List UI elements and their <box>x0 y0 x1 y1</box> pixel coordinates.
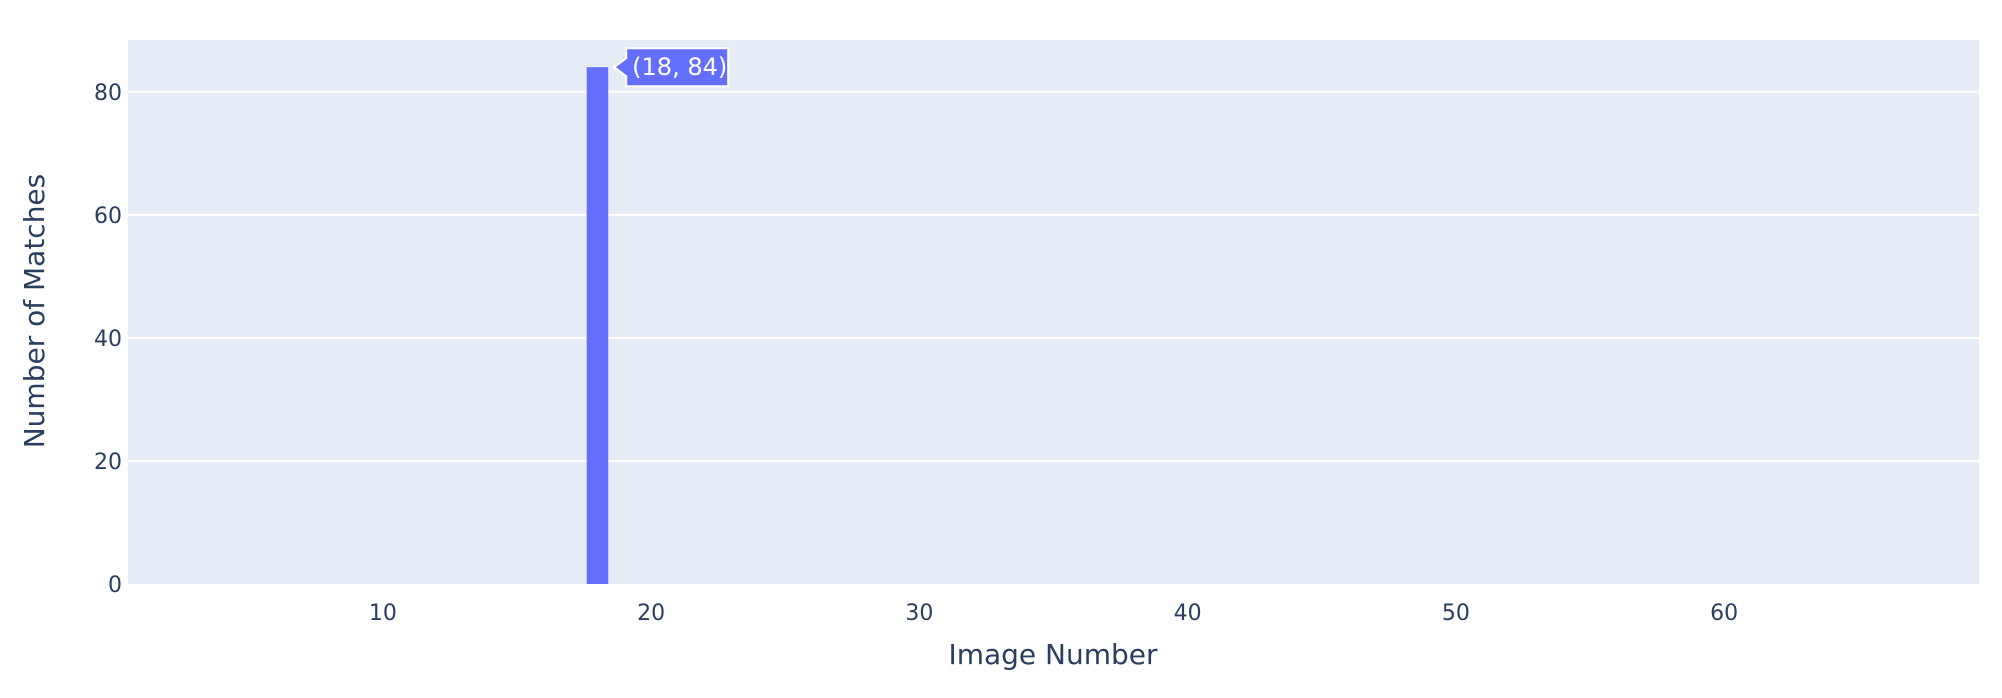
x-tick-label: 30 <box>905 601 933 626</box>
hover-box <box>612 47 730 88</box>
hover-tooltip: (18, 84) <box>612 47 730 88</box>
y-tick-label: 0 <box>108 573 122 598</box>
y-tick-label: 40 <box>94 327 122 352</box>
y-axis-title: Number of Matches <box>18 174 51 449</box>
y-tick-label: 60 <box>94 204 122 229</box>
x-tick-label: 20 <box>637 601 665 626</box>
x-tick-labels: 10 20 30 40 50 60 <box>369 601 1738 626</box>
bar[interactable] <box>586 67 609 584</box>
x-axis-title: Image Number <box>948 638 1158 671</box>
bars <box>586 67 609 584</box>
plot-area <box>128 40 1979 584</box>
y-tick-label: 80 <box>94 81 122 106</box>
x-tick-label: 10 <box>369 601 397 626</box>
x-tick-label: 50 <box>1442 601 1470 626</box>
x-tick-label: 40 <box>1174 601 1202 626</box>
y-tick-labels: 0 20 40 60 80 <box>94 81 122 598</box>
y-tick-label: 20 <box>94 450 122 475</box>
hover-label: (18, 84) <box>632 53 727 81</box>
x-tick-label: 60 <box>1710 601 1738 626</box>
grid-lines <box>128 90 1979 462</box>
